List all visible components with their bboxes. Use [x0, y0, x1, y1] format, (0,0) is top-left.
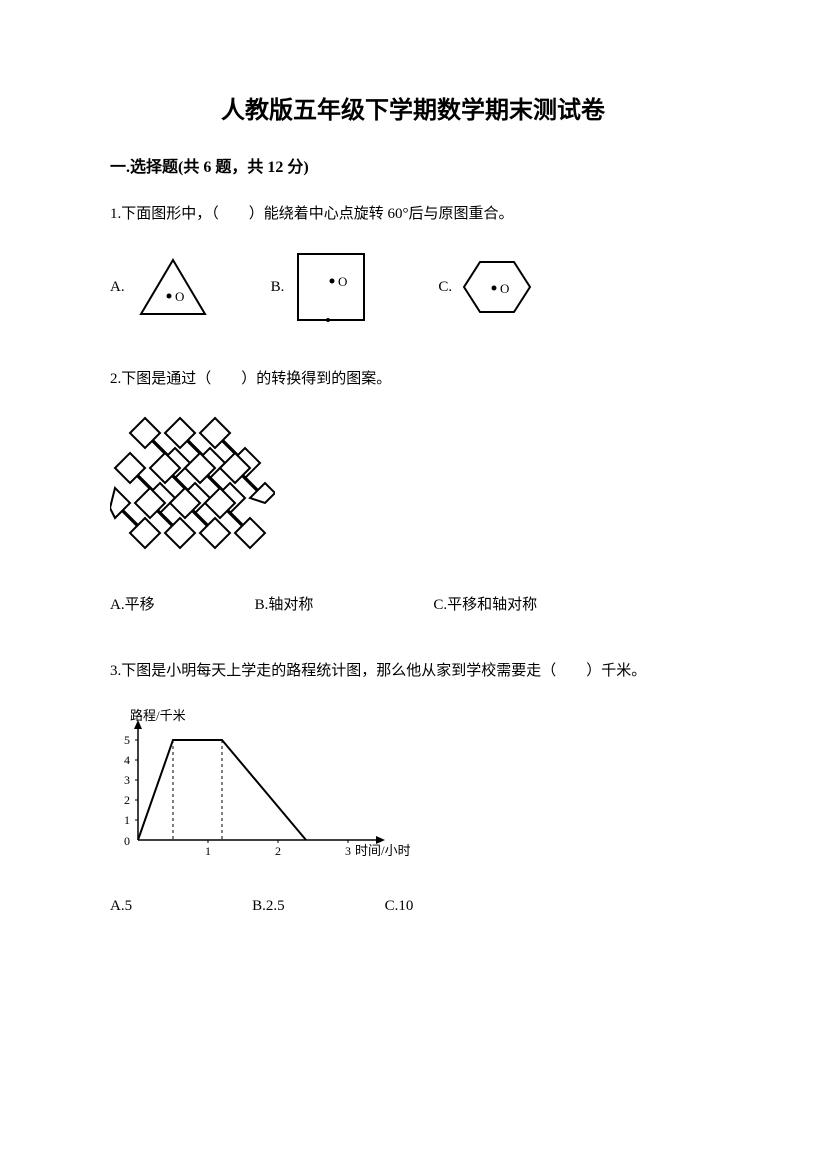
- line-chart: 路程/千米 0 1 2 3 4 5 1 2 3 时间/小时: [110, 705, 716, 870]
- svg-text:0: 0: [124, 834, 130, 848]
- option-2a: A.平移: [110, 593, 155, 614]
- question-3-options: A.5 B.2.5 C.10: [110, 898, 716, 915]
- square-icon: O: [292, 248, 370, 326]
- question-1-text: 1.下面图形中，（ ）能绕着中心点旋转 60°后与原图重合。: [110, 201, 716, 228]
- option-3b: B.2.5: [252, 898, 285, 915]
- svg-text:O: O: [500, 281, 509, 296]
- option-2c: C.平移和轴对称: [433, 593, 537, 614]
- svg-text:3: 3: [345, 844, 351, 858]
- distance-chart: 路程/千米 0 1 2 3 4 5 1 2 3 时间/小时: [110, 705, 410, 865]
- page-title: 人教版五年级下学期数学期末测试卷: [110, 90, 716, 125]
- option-1c: C. O: [438, 254, 534, 320]
- section-header: 一.选择题(共 6 题，共 12 分): [110, 153, 716, 177]
- svg-text:O: O: [175, 289, 184, 304]
- xlabel: 时间/小时: [355, 843, 410, 858]
- svg-text:4: 4: [124, 753, 130, 767]
- tessellation-pattern: [110, 413, 275, 558]
- question-2-options: A.平移 B.轴对称 C.平移和轴对称: [110, 593, 716, 614]
- svg-text:O: O: [338, 274, 347, 289]
- option-1b: B. O: [271, 248, 371, 326]
- option-3a: A.5: [110, 898, 132, 915]
- svg-text:1: 1: [124, 813, 130, 827]
- pattern-image: [110, 413, 716, 563]
- triangle-icon: O: [133, 252, 213, 322]
- option-1b-label: B.: [271, 279, 285, 296]
- option-1a: A. O: [110, 252, 213, 322]
- svg-text:1: 1: [205, 844, 211, 858]
- question-2-text: 2.下图是通过（ ）的转换得到的图案。: [110, 366, 716, 393]
- svg-text:2: 2: [275, 844, 281, 858]
- svg-text:5: 5: [124, 733, 130, 747]
- option-1c-label: C.: [438, 279, 452, 296]
- hexagon-icon: O: [460, 254, 534, 320]
- svg-text:2: 2: [124, 793, 130, 807]
- option-1a-label: A.: [110, 279, 125, 296]
- svg-text:3: 3: [124, 773, 130, 787]
- option-2b: B.轴对称: [255, 593, 314, 614]
- question-3-text: 3.下图是小明每天上学走的路程统计图，那么他从家到学校需要走（ ）千米。: [110, 658, 716, 685]
- option-3c: C.10: [385, 898, 414, 915]
- question-1-options: A. O B. O C. O: [110, 248, 716, 326]
- ylabel: 路程/千米: [130, 708, 186, 723]
